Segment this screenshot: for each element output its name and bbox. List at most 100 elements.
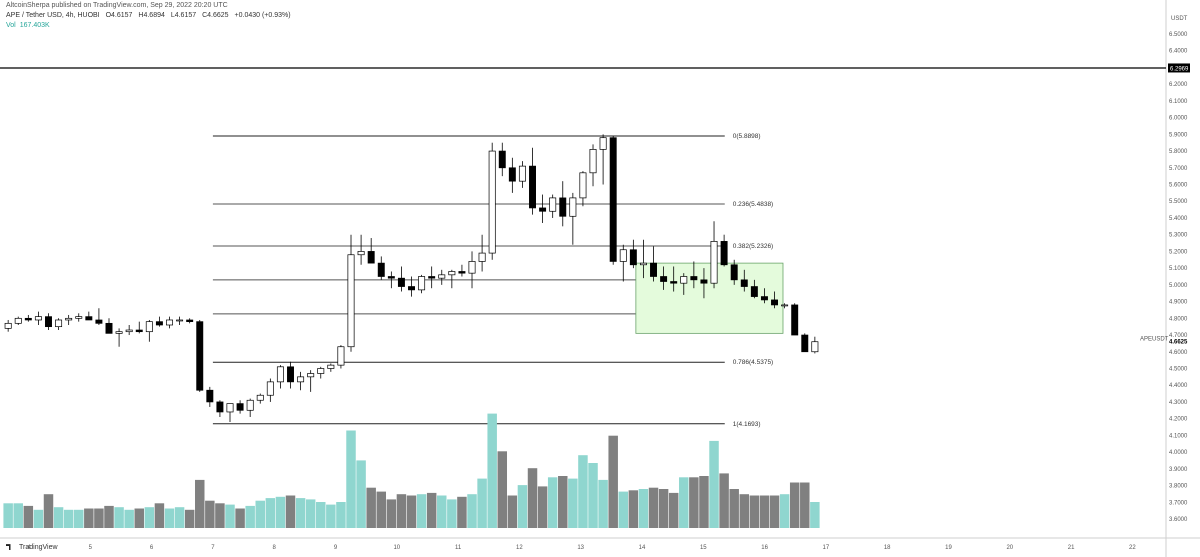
candle-body[interactable] <box>458 271 466 274</box>
candle-body[interactable] <box>559 197 567 217</box>
candle-body[interactable] <box>680 276 688 284</box>
candle-body[interactable] <box>468 261 476 274</box>
candle-body[interactable] <box>771 299 779 306</box>
candle-body[interactable] <box>529 165 536 209</box>
candle-body[interactable] <box>115 331 123 334</box>
candle-body[interactable] <box>418 276 426 291</box>
candle-body[interactable] <box>246 399 254 411</box>
candle-body[interactable] <box>377 262 385 277</box>
candle-body[interactable] <box>700 279 708 284</box>
candle-body[interactable] <box>75 316 83 319</box>
candle-body[interactable] <box>498 150 506 169</box>
candle-body[interactable] <box>397 277 405 287</box>
candle-body[interactable] <box>4 322 12 329</box>
candle-body[interactable] <box>730 264 738 281</box>
candle-body[interactable] <box>670 281 678 284</box>
candle-body[interactable] <box>317 368 325 374</box>
candle-body[interactable] <box>85 316 93 321</box>
candle-body[interactable] <box>539 207 547 212</box>
candle-body[interactable] <box>24 317 32 321</box>
candle-body[interactable] <box>801 334 809 353</box>
candle-body[interactable] <box>650 262 658 277</box>
candle-body[interactable] <box>811 341 819 353</box>
candle-body[interactable] <box>176 319 184 322</box>
candle-body[interactable] <box>791 304 799 336</box>
candle-body[interactable] <box>166 319 173 326</box>
candle-body[interactable] <box>266 381 274 396</box>
candle-body[interactable] <box>196 321 204 391</box>
candle-body[interactable] <box>45 316 52 328</box>
candle-body[interactable] <box>155 321 163 326</box>
volume-line: Vol 167.403K <box>6 21 54 30</box>
volume-bar <box>265 498 276 528</box>
candle-body[interactable] <box>216 401 224 413</box>
candle-body[interactable] <box>65 317 73 321</box>
candle-body[interactable] <box>710 241 718 284</box>
candle-body[interactable] <box>740 279 748 287</box>
candle-body[interactable] <box>34 316 42 321</box>
candle-body[interactable] <box>337 346 345 366</box>
fib-level-label: 0.382(5.2326) <box>733 243 773 250</box>
candle-body[interactable] <box>428 276 436 279</box>
candle-body[interactable] <box>488 150 496 254</box>
candle-body[interactable] <box>609 137 617 262</box>
candle-body[interactable] <box>781 304 789 307</box>
candle-body[interactable] <box>569 197 577 217</box>
y-tick-label: 4.0000 <box>1169 450 1188 456</box>
candle-body[interactable] <box>186 319 194 323</box>
support-zone-box[interactable] <box>635 262 784 334</box>
candle-body[interactable] <box>226 403 234 413</box>
candle-body[interactable] <box>276 366 284 383</box>
candle-body[interactable] <box>125 329 133 333</box>
y-tick-label: 4.2000 <box>1169 417 1188 423</box>
candle-body[interactable] <box>287 366 294 383</box>
candle-body[interactable] <box>347 254 355 348</box>
x-tick-label: 7 <box>211 545 215 551</box>
volume-bar <box>84 508 94 528</box>
last-price-symbol: APEUSDT <box>1140 336 1169 342</box>
candle-body[interactable] <box>357 251 365 256</box>
candle-body[interactable] <box>448 271 456 276</box>
candle-body[interactable] <box>619 249 627 262</box>
candle-body[interactable] <box>297 376 305 383</box>
candle-body[interactable] <box>408 286 415 291</box>
candle-body[interactable] <box>518 165 526 182</box>
candle-body[interactable] <box>95 319 103 324</box>
volume-bar <box>709 440 719 528</box>
candle-body[interactable] <box>629 249 637 266</box>
candle-body[interactable] <box>145 321 153 333</box>
candle-body[interactable] <box>720 241 728 266</box>
candle-body[interactable] <box>639 262 647 266</box>
candle-body[interactable] <box>549 197 557 212</box>
x-tick-label: 11 <box>455 545 462 551</box>
candle-body[interactable] <box>478 252 486 262</box>
candle-body[interactable] <box>236 403 244 411</box>
candle-body[interactable] <box>55 319 63 328</box>
volume-bar <box>285 495 296 528</box>
candle-body[interactable] <box>206 389 214 403</box>
candle-body[interactable] <box>327 364 335 369</box>
x-tick-label: 20 <box>1006 545 1013 551</box>
candle-body[interactable] <box>599 137 607 150</box>
candle-body[interactable] <box>387 276 395 279</box>
candle-body[interactable] <box>750 286 758 297</box>
candle-body[interactable] <box>105 322 113 334</box>
candle-body[interactable] <box>690 276 698 281</box>
volume-bar <box>800 482 810 528</box>
candle-body[interactable] <box>438 274 446 279</box>
candle-body[interactable] <box>135 329 143 333</box>
volume-value: 167.403K <box>19 22 50 29</box>
candle-body[interactable] <box>508 167 516 182</box>
candle-body[interactable] <box>14 317 22 324</box>
y-tick-label: 3.6000 <box>1169 517 1188 523</box>
candle-body[interactable] <box>660 276 668 282</box>
candle-body[interactable] <box>307 373 315 378</box>
candle-body[interactable] <box>256 394 264 401</box>
candle-body[interactable] <box>589 149 597 174</box>
candle-body[interactable] <box>579 172 587 199</box>
y-tick-label: 6.0000 <box>1169 116 1188 122</box>
volume-bar <box>336 502 346 528</box>
candle-body[interactable] <box>760 296 768 301</box>
candle-body[interactable] <box>367 251 375 264</box>
